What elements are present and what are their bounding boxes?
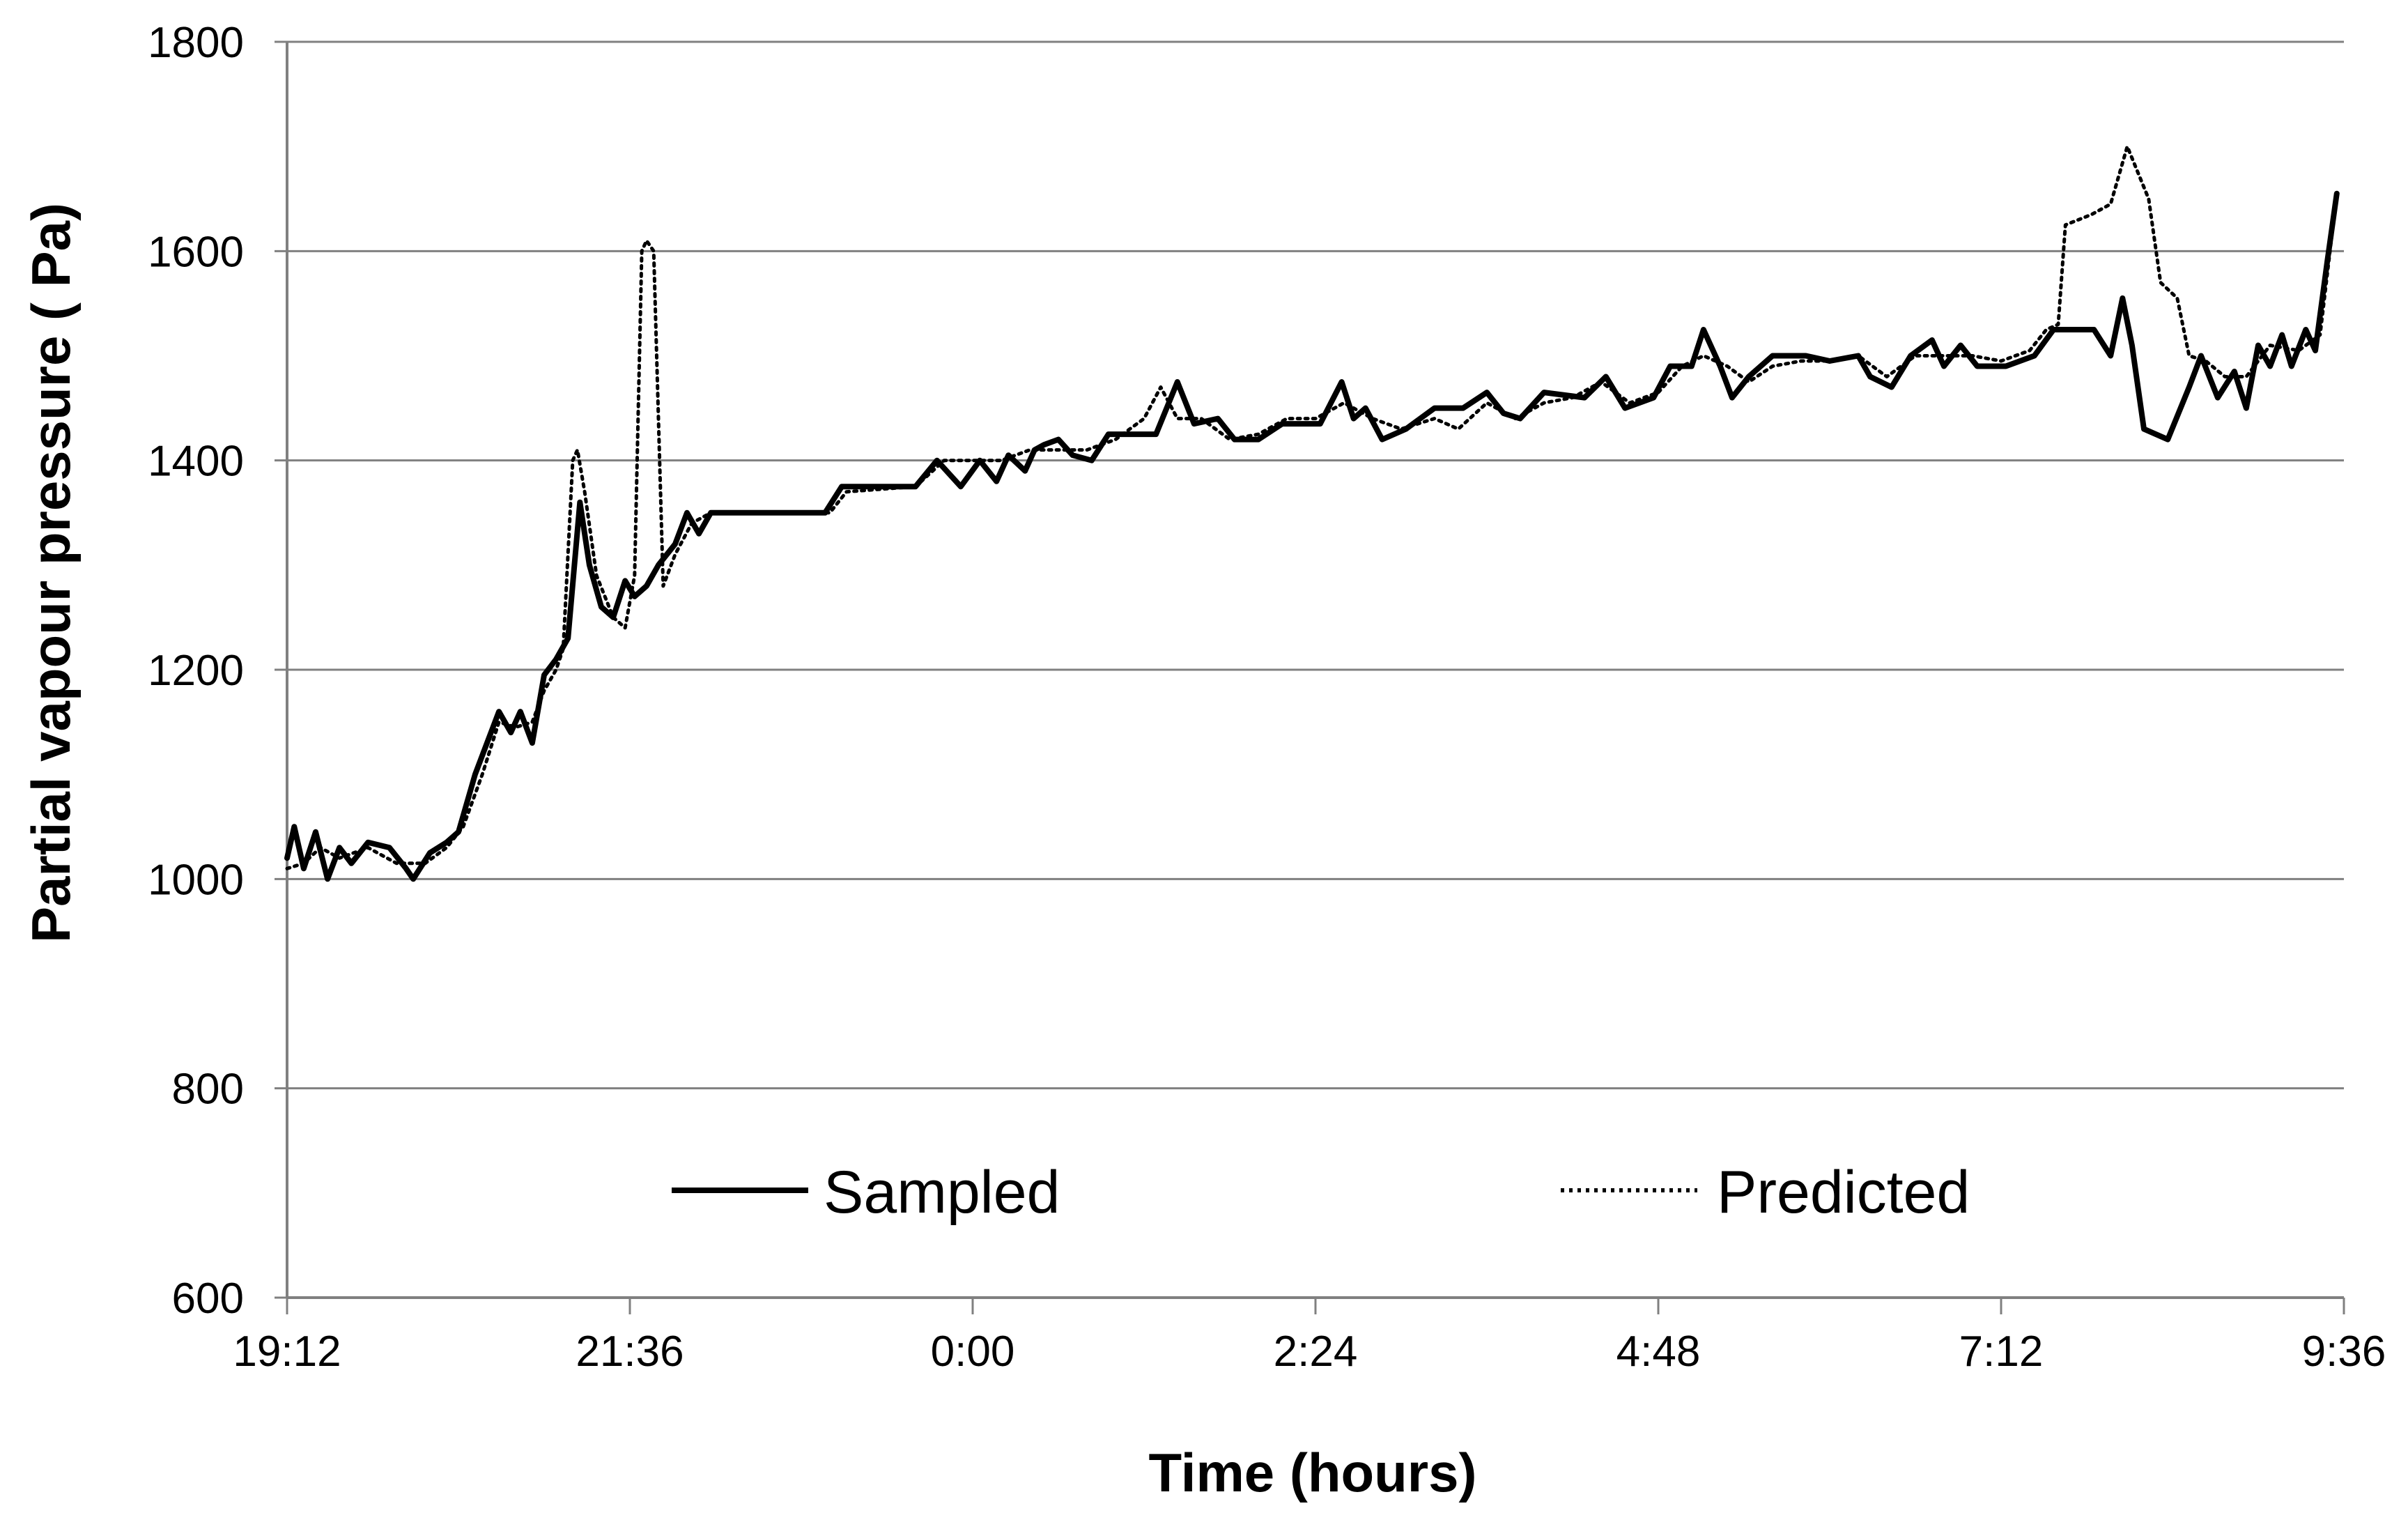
sampled-series-line <box>284 190 2340 882</box>
x-tick-label: 4:48 <box>1616 1328 1701 1376</box>
x-tick-label: 9:36 <box>2302 1328 2386 1376</box>
y-tick-label: 600 <box>172 1275 244 1323</box>
y-tick-label: 1800 <box>148 19 244 67</box>
x-tick-label: 2:24 <box>1274 1328 1358 1376</box>
x-tick-label: 21:36 <box>576 1328 684 1376</box>
y-tick-label: 1200 <box>148 647 244 695</box>
y-tick-label: 1000 <box>148 856 244 904</box>
legend: Sampled Predicted <box>672 1159 1970 1226</box>
x-tick-labels: 19:12 21:36 0:00 2:24 4:48 7:12 9:36 <box>233 1298 2386 1376</box>
gridlines <box>275 40 2344 1299</box>
x-tick-label: 0:00 <box>931 1328 1015 1376</box>
predicted-series-line <box>285 144 2339 870</box>
y-axis-title: Partial vapour pressure ( Pa) <box>20 203 82 943</box>
y-tick-labels: 600 800 1000 1200 1400 1600 1800 <box>148 19 244 1323</box>
series-lines <box>284 144 2340 882</box>
legend-predicted-label: Predicted <box>1717 1159 1970 1226</box>
x-tick-label: 19:12 <box>233 1328 341 1376</box>
legend-sampled-label: Sampled <box>824 1159 1060 1226</box>
y-tick-label: 1400 <box>148 438 244 486</box>
y-tick-label: 1600 <box>148 228 244 276</box>
x-axis-title: Time (hours) <box>1149 1442 1477 1503</box>
y-tick-label: 800 <box>172 1066 244 1114</box>
x-tick-label: 7:12 <box>1959 1328 2044 1376</box>
